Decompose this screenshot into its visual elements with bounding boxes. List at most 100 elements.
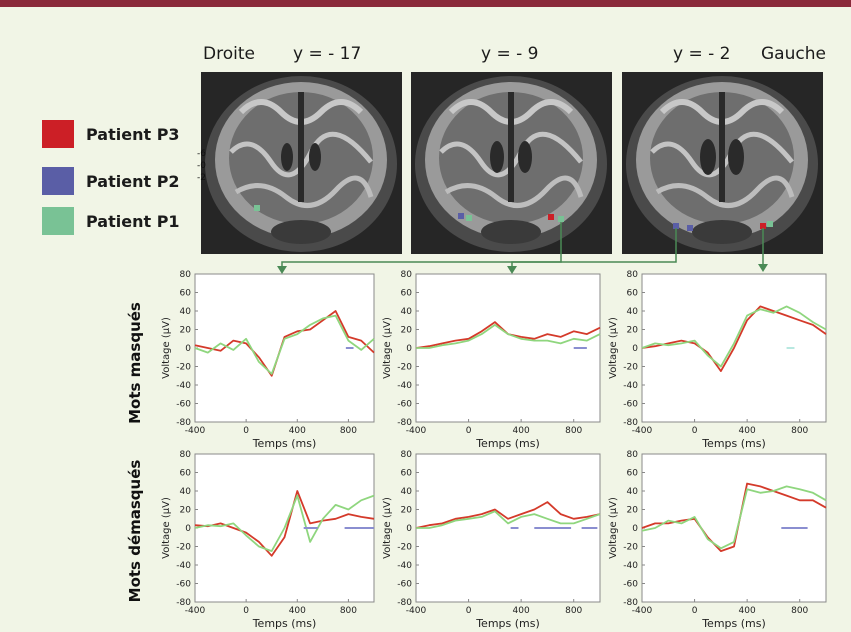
connector-line-p1	[511, 222, 562, 268]
y-tick-label: -80	[397, 598, 412, 608]
header-slice-2-label: y = - 9	[481, 44, 539, 64]
y-tick-label: 40	[627, 487, 639, 497]
y-tick-label: -20	[623, 363, 638, 373]
erp-panel-unmasked-1: -80 -60 -40 -20 0 20 40 60 80 -400 0 400 800 Temps (m…	[161, 450, 375, 630]
x-tick-label: -400	[406, 606, 427, 616]
x-tick-label: 0	[466, 606, 472, 616]
y-tick-label: 20	[401, 326, 413, 336]
y-tick-label: 60	[401, 289, 413, 299]
y-tick-label: -60	[623, 580, 638, 590]
plot-area	[415, 453, 601, 603]
y-tick-label: -20	[397, 543, 412, 553]
y-axis-label: Voltage (µV)	[608, 317, 619, 379]
slice-tick-label: -0	[197, 161, 206, 171]
mri-slice-2	[411, 72, 612, 254]
electrode-p3-marker	[760, 223, 766, 229]
y-tick-label: 0	[632, 524, 638, 534]
x-tick-label: -400	[185, 606, 206, 616]
y-tick-label: -20	[176, 543, 191, 553]
x-tick-label: 800	[565, 426, 582, 436]
erp-series-line-2	[416, 510, 601, 529]
y-axis-label: Voltage (µV)	[608, 497, 619, 559]
y-tick-label: -60	[176, 580, 191, 590]
x-tick-label: 800	[791, 606, 808, 616]
erp-series-line-2	[641, 485, 827, 550]
x-tick-label: 400	[289, 426, 306, 436]
slice-tick-label: -6	[197, 149, 206, 159]
erp-series-line-2	[194, 494, 375, 552]
plot-area	[415, 273, 601, 423]
y-tick-label: 0	[185, 524, 191, 534]
electrode-p1-marker	[558, 216, 564, 222]
y-tick-label: -60	[623, 400, 638, 410]
x-axis-label: Temps (ms)	[475, 617, 540, 630]
y-tick-label: -60	[397, 580, 412, 590]
y-tick-label: -40	[397, 561, 412, 571]
y-tick-label: -80	[397, 418, 412, 428]
y-tick-label: -40	[176, 381, 191, 391]
slice-tick-labels: -6 -0 -2	[197, 148, 206, 184]
y-tick-label: 60	[180, 469, 192, 479]
x-tick-label: 0	[692, 426, 698, 436]
y-tick-label: -40	[397, 381, 412, 391]
header-slice-1-label: y = - 17	[293, 44, 362, 64]
erp-panel-masked-2: -80 -60 -40 -20 0 20 40 60 80 -400 0 400 800 Temps (m…	[382, 270, 601, 450]
y-tick-label: 80	[627, 450, 639, 460]
erp-series-line-1	[415, 501, 601, 529]
y-tick-label: -20	[176, 363, 191, 373]
y-tick-label: 40	[401, 487, 413, 497]
y-axis-label: Voltage (µV)	[161, 497, 172, 559]
x-tick-label: -400	[632, 606, 653, 616]
mri-slice-3	[622, 72, 823, 254]
erp-panel-masked-3: -80 -60 -40 -20 0 20 40 60 80 -400 0 400 800 Temps (m…	[608, 270, 827, 450]
x-axis-label: Temps (ms)	[475, 437, 540, 450]
row-label-unmasked: Mots démasqués	[126, 459, 144, 603]
y-axis-label: Voltage (µV)	[382, 317, 393, 379]
x-tick-label: 800	[340, 606, 357, 616]
x-tick-label: 0	[243, 606, 249, 616]
y-tick-label: 60	[180, 289, 192, 299]
y-tick-label: 20	[180, 326, 192, 336]
y-tick-label: 0	[632, 344, 638, 354]
erp-series-line-2	[416, 324, 601, 349]
y-tick-label: 0	[406, 344, 412, 354]
legend-swatch-p2	[42, 167, 74, 195]
x-tick-label: 800	[340, 426, 357, 436]
erp-panel-unmasked-3: -80 -60 -40 -20 0 20 40 60 80 -400 0 400 800 Temps (m…	[608, 450, 827, 630]
erp-series-line-2	[641, 305, 827, 368]
x-tick-label: 400	[739, 426, 756, 436]
legend-label-p2: Patient P2	[86, 172, 180, 191]
x-tick-label: 400	[513, 606, 530, 616]
x-axis-label: Temps (ms)	[701, 437, 766, 450]
erp-series-line-1	[194, 310, 375, 377]
x-tick-label: -400	[632, 426, 653, 436]
y-tick-label: -40	[176, 561, 191, 571]
y-tick-label: -20	[397, 363, 412, 373]
legend-label-p1: Patient P1	[86, 212, 180, 231]
x-tick-label: -400	[185, 426, 206, 436]
y-tick-label: 60	[401, 469, 413, 479]
y-tick-label: 0	[185, 344, 191, 354]
x-tick-label: 800	[565, 606, 582, 616]
header-slice-3-label: y = - 2	[673, 44, 731, 64]
mri-slice-1	[201, 72, 402, 254]
y-tick-label: 80	[401, 450, 413, 460]
y-tick-label: 20	[627, 326, 639, 336]
y-tick-label: 80	[180, 270, 192, 280]
y-tick-label: -60	[176, 400, 191, 410]
x-tick-label: 400	[739, 606, 756, 616]
erp-series-line-1	[641, 305, 827, 372]
y-tick-label: -80	[623, 418, 638, 428]
x-axis-label: Temps (ms)	[252, 437, 317, 450]
y-tick-label: 80	[401, 270, 413, 280]
y-axis-label: Voltage (µV)	[382, 497, 393, 559]
y-tick-label: -80	[176, 598, 191, 608]
y-tick-label: 20	[627, 506, 639, 516]
y-axis-label: Voltage (µV)	[161, 317, 172, 379]
x-tick-label: 400	[289, 606, 306, 616]
electrode-p1-marker	[254, 205, 260, 211]
x-tick-label: 0	[466, 426, 472, 436]
arrowhead	[507, 266, 517, 274]
row-label-masked: Mots masqués	[126, 302, 144, 424]
